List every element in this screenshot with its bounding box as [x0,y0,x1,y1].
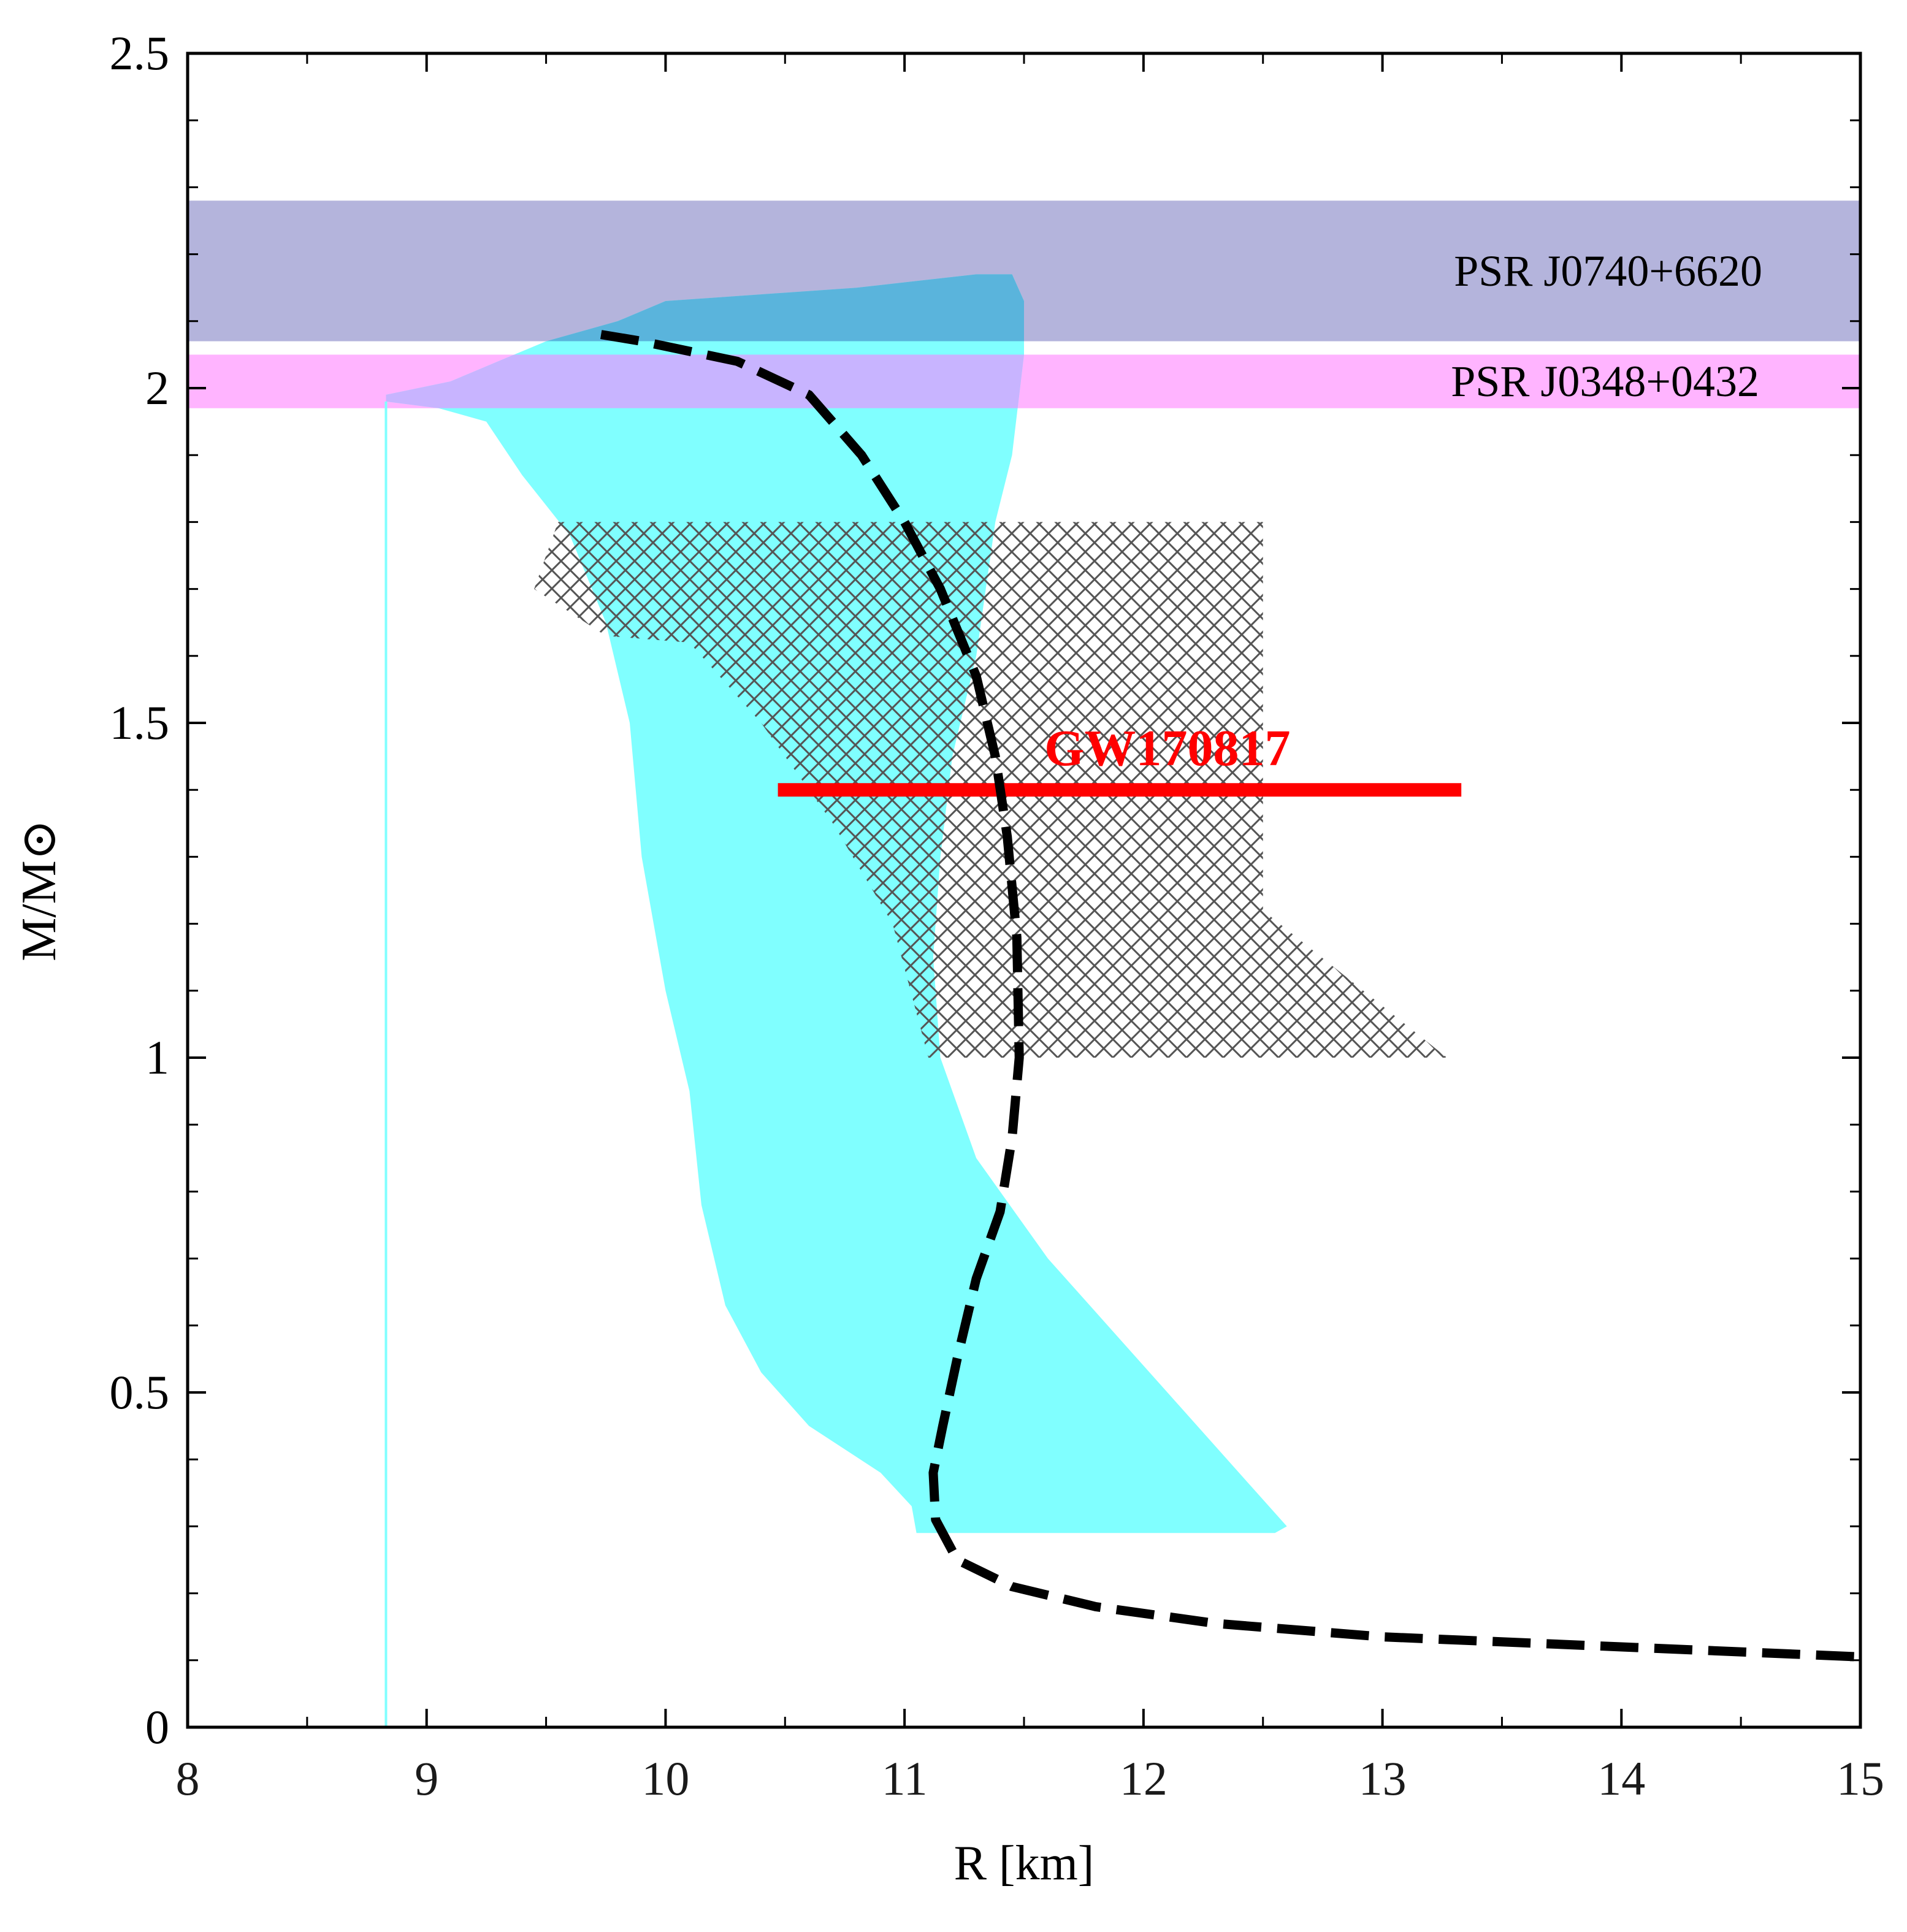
band-label-psr-j0348: PSR J0348+0432 [1451,357,1759,406]
x-tick-label: 8 [176,1752,200,1805]
band-label-psr-j0740: PSR J0740+6620 [1454,246,1762,296]
x-tick-label: 11 [882,1752,928,1805]
x-axis-title: R [km] [954,1836,1095,1890]
cyan-overlap-j0348 [386,354,1024,408]
x-tick-label: 15 [1836,1752,1884,1805]
gw170817-label: GW170817 [1044,720,1290,777]
cyan-overlap-j0740 [546,274,1024,342]
axis-ticks [186,52,1862,1728]
y-tick-label: 2 [145,361,169,414]
y-tick-label: 1.5 [110,696,170,749]
y-tick-label: 1 [145,1031,169,1084]
x-tick-label: 14 [1597,1752,1645,1805]
y-tick-label: 2.5 [110,26,170,80]
axis-tick-labels: 8 9 10 11 12 13 14 15 0 0.5 1 1.5 2 2.5 [110,26,1885,1805]
plot-area [188,200,1860,1727]
x-tick-label: 9 [415,1752,438,1805]
y-tick-label: 0 [145,1700,169,1754]
x-tick-label: 13 [1359,1752,1407,1805]
x-tick-label: 10 [641,1752,689,1805]
y-tick-label: 0.5 [110,1365,170,1419]
y-axis-title: M/M⊙ [12,819,66,961]
eos-curve [600,330,1860,1662]
x-tick-label: 12 [1120,1752,1168,1805]
